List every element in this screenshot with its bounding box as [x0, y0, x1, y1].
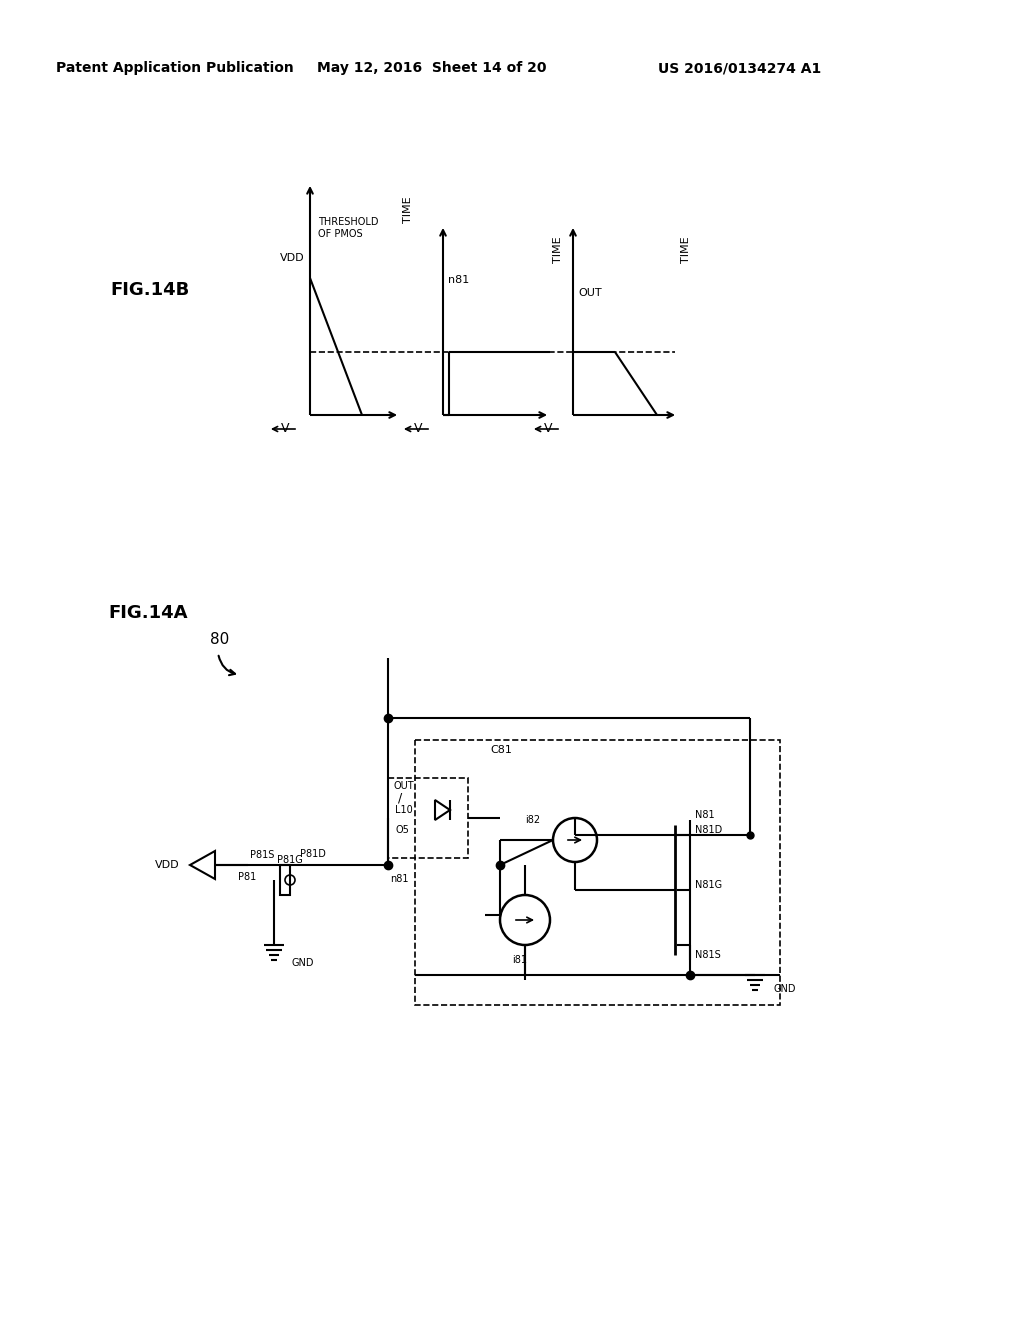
Text: TIME: TIME	[403, 197, 413, 223]
Text: TIME: TIME	[681, 236, 691, 263]
Text: i81: i81	[512, 954, 527, 965]
Text: V: V	[281, 422, 289, 436]
Text: P81: P81	[238, 873, 256, 882]
Text: GND: GND	[773, 983, 796, 994]
Text: P81G: P81G	[278, 855, 303, 865]
Text: N81D: N81D	[695, 825, 722, 836]
Text: V: V	[544, 422, 552, 436]
Bar	[280, 865, 290, 895]
Text: n81: n81	[449, 275, 469, 285]
Text: Patent Application Publication: Patent Application Publication	[56, 61, 294, 75]
Text: n81: n81	[390, 874, 409, 884]
Text: 80: 80	[210, 632, 229, 648]
Text: P81D: P81D	[300, 849, 326, 859]
Text: OF PMOS: OF PMOS	[318, 228, 362, 239]
Polygon shape	[190, 851, 215, 879]
Bar	[388, 777, 468, 858]
Text: TIME: TIME	[553, 236, 563, 263]
Text: VDD: VDD	[156, 861, 180, 870]
Text: May 12, 2016  Sheet 14 of 20: May 12, 2016 Sheet 14 of 20	[317, 61, 547, 75]
Text: FIG.14B: FIG.14B	[110, 281, 189, 300]
Text: N81S: N81S	[695, 950, 721, 960]
Text: VDD: VDD	[281, 253, 305, 263]
Text: /: /	[398, 792, 402, 804]
Text: FIG.14A: FIG.14A	[108, 605, 187, 622]
Text: GND: GND	[292, 958, 314, 968]
Text: N81: N81	[695, 810, 715, 820]
Text: P81S: P81S	[250, 850, 274, 861]
Text: N81G: N81G	[695, 880, 722, 890]
Text: L10: L10	[395, 805, 413, 814]
Text: THRESHOLD: THRESHOLD	[318, 216, 379, 227]
Text: O5: O5	[395, 825, 409, 836]
Text: C81: C81	[490, 744, 512, 755]
Text: i82: i82	[525, 814, 540, 825]
Text: OUT: OUT	[578, 288, 602, 298]
Text: V: V	[414, 422, 422, 436]
Text: OUT: OUT	[393, 781, 414, 791]
Bar	[415, 741, 780, 1005]
Text: US 2016/0134274 A1: US 2016/0134274 A1	[658, 61, 821, 75]
